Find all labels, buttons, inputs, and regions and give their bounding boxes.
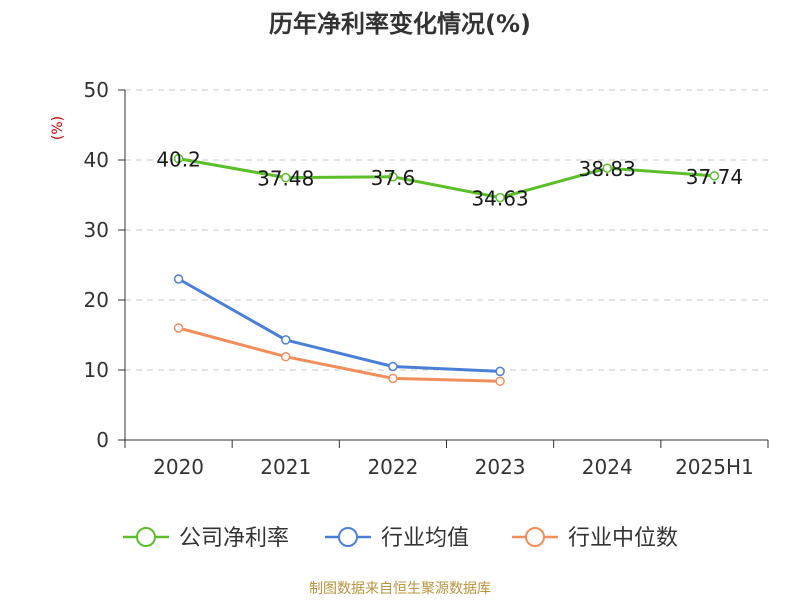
data-label: 38.83 (579, 157, 636, 181)
data-point[interactable] (388, 373, 398, 384)
series-line-3 (178, 326, 501, 383)
grid-layer (125, 89, 768, 371)
data-point[interactable] (709, 171, 720, 181)
y-tick-label: 30 (84, 218, 109, 242)
x-tick-label: 2022 (367, 455, 418, 479)
data-point[interactable] (388, 361, 398, 372)
series-line-1 (178, 157, 715, 200)
data-point[interactable] (281, 351, 291, 362)
data-point[interactable] (495, 366, 505, 377)
y-axis-label: (%) (50, 116, 66, 140)
legend-label: 行业中位数 (568, 526, 678, 551)
legend[interactable]: 公司净利率 行业均值 行业中位数 (123, 526, 678, 551)
x-tick-label: 2023 (475, 455, 526, 479)
legend-item-1[interactable]: 公司净利率 (123, 526, 289, 551)
data-label: 40.2 (156, 148, 201, 172)
chart-title: 历年净利率变化情况(%) (269, 10, 531, 38)
legend-label: 公司净利率 (179, 526, 289, 551)
data-point[interactable] (495, 376, 505, 386)
data-point[interactable] (388, 172, 398, 182)
axis-layer: 0 10 20 30 40 50 (%) 2020 2021 2022 2023 2024 2025H1 (50, 78, 769, 479)
series-line-2 (177, 277, 501, 373)
series-layer (173, 153, 720, 386)
data-label: 37.6 (371, 166, 416, 190)
x-tick-label: 2020 (153, 455, 204, 479)
y-tick-label: 0 (96, 428, 109, 452)
y-tick-label: 40 (84, 148, 109, 172)
data-point[interactable] (602, 163, 612, 173)
data-point[interactable] (173, 153, 184, 164)
data-label-layer: 40.2 37.48 37.6 34.63 38.83 37.74 (156, 148, 743, 211)
x-tick-label: 2025H1 (675, 455, 754, 479)
data-label: 34.63 (471, 187, 528, 211)
data-label: 37.74 (686, 165, 743, 189)
legend-marker (136, 527, 156, 547)
legend-label: 行业均值 (381, 526, 469, 551)
source-note: 制图数据来自恒生聚源数据库 (309, 581, 491, 597)
x-tick-label: 2021 (260, 455, 311, 479)
legend-marker (338, 527, 358, 547)
data-label: 37.48 (257, 167, 314, 191)
legend-item-2[interactable]: 行业均值 (325, 526, 469, 551)
data-point[interactable] (173, 323, 184, 333)
y-tick-label: 10 (84, 358, 109, 382)
data-point[interactable] (495, 192, 505, 203)
legend-item-3[interactable]: 行业中位数 (512, 526, 678, 551)
y-tick-label: 50 (84, 78, 109, 102)
x-tick-label: 2024 (582, 455, 633, 479)
y-tick-label: 20 (84, 288, 109, 312)
data-point[interactable] (173, 274, 184, 284)
data-point[interactable] (281, 335, 291, 345)
data-point[interactable] (281, 172, 291, 183)
legend-marker (525, 527, 545, 547)
